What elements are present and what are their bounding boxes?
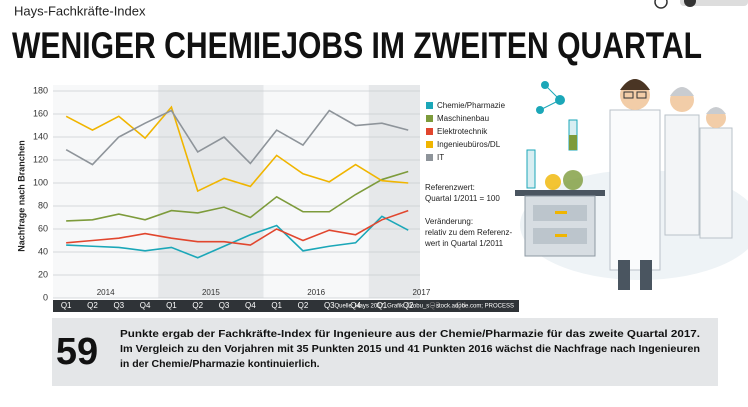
y-tick-label: 120	[33, 154, 48, 164]
y-tick-label: 100	[33, 177, 48, 187]
y-tick-label: 0	[43, 292, 48, 302]
year-label: 2015	[202, 288, 220, 297]
x-tick-label: Q1	[377, 301, 388, 310]
legend-swatch	[426, 115, 433, 122]
year-band	[368, 85, 420, 298]
x-axis-bar	[53, 300, 519, 312]
change-note: Veränderung:	[425, 217, 473, 226]
caption-line: Punkte ergab der Fachkräfte-Index für In…	[120, 328, 700, 340]
x-tick-label: Q2	[403, 301, 414, 310]
legend-box	[422, 97, 510, 167]
x-tick-label: Q2	[298, 301, 309, 310]
x-tick-label: Q4	[140, 301, 151, 310]
x-tick-label: Q1	[166, 301, 177, 310]
year-band	[53, 85, 159, 298]
line-series	[65, 105, 409, 193]
y-tick-label: 20	[38, 269, 48, 279]
year-band	[263, 85, 369, 298]
legend-label: Ingenieubüros/DL	[437, 140, 501, 149]
legend-label: Elektrotechnik	[437, 127, 488, 136]
caption-line: in der Chemie/Pharmazie kontinuierlich.	[120, 358, 320, 370]
reference-note: Quartal 1/2011 = 100	[425, 194, 500, 203]
legend-swatch	[426, 102, 433, 109]
year-label: 2016	[307, 288, 325, 297]
x-tick-label: Q4	[350, 301, 361, 310]
year-label: 2017	[412, 288, 430, 297]
y-tick-label: 160	[33, 108, 48, 118]
y-tick-label: 180	[33, 85, 48, 95]
year-label: 2014	[97, 288, 115, 297]
caption: Punkte ergab der Fachkräfte-Index für In…	[120, 328, 700, 370]
x-tick-label: Q3	[429, 301, 440, 310]
reference-note: Referenzwert:	[425, 183, 475, 192]
x-tick-label: Q1	[271, 301, 282, 310]
x-tick-label: Q3	[324, 301, 335, 310]
kicker: Hays-Fachkräfte-Index	[14, 3, 146, 18]
x-tick-label: Q3	[113, 301, 124, 310]
change-note: relativ zu dem Referenz-	[425, 228, 512, 237]
illustration	[515, 0, 748, 290]
x-tick-label: Q4	[456, 301, 467, 310]
y-tick-label: 60	[38, 223, 48, 233]
change-note: wert in Quartal 1/2011	[424, 239, 504, 248]
chart-title: WENIGER CHEMIEJOBS IM ZWEITEN QUARTAL	[12, 25, 702, 66]
line-series	[66, 215, 409, 259]
line-series	[66, 170, 409, 222]
line-series	[65, 109, 409, 166]
legend-label: IT	[437, 153, 444, 162]
y-tick-label: 80	[38, 200, 48, 210]
caption-line: Im Vergleich zu den Vorjahren mit 35 Pun…	[120, 343, 700, 355]
y-axis-label: Nachfrage nach Branchen	[16, 140, 26, 252]
legend-swatch	[426, 128, 433, 135]
line-series	[66, 209, 409, 246]
caption-box	[52, 318, 718, 386]
x-tick-label: Q2	[87, 301, 98, 310]
legend-label: Chemie/Pharmazie	[437, 101, 506, 110]
x-tick-label: Q1	[61, 301, 72, 310]
y-tick-label: 140	[33, 131, 48, 141]
y-tick-label: 40	[38, 246, 48, 256]
highlight-number: 59	[56, 331, 98, 373]
x-tick-label: Q4	[245, 301, 256, 310]
legend-label: Maschinenbau	[437, 114, 489, 123]
x-tick-label: Q2	[192, 301, 203, 310]
source: Quelle: Hays 2017, Grafik: ©robu_s – sto…	[334, 303, 514, 310]
x-tick-label: Q3	[219, 301, 230, 310]
legend-swatch	[426, 154, 433, 161]
legend-swatch	[426, 141, 433, 148]
